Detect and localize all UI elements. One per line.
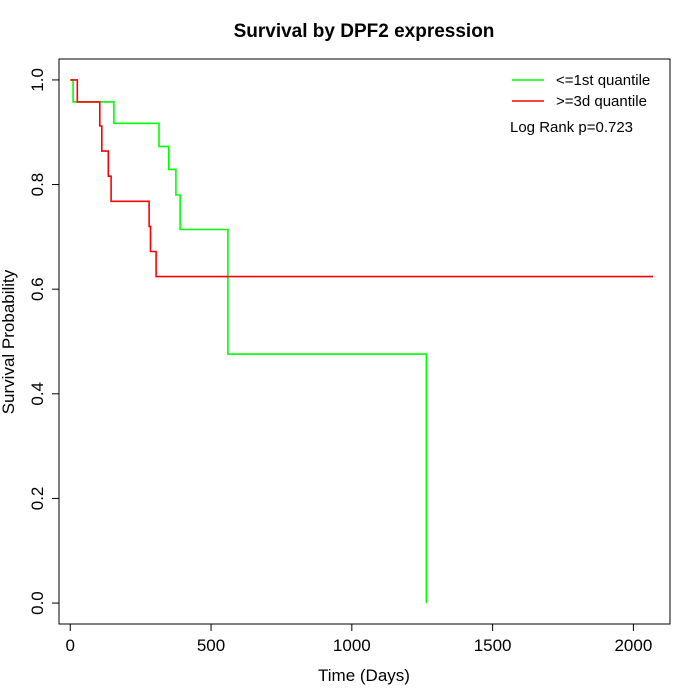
x-tick-label: 1500 — [474, 636, 512, 655]
legend-label: <=1st quantile — [556, 72, 650, 89]
y-tick-label: 0.8 — [28, 173, 47, 197]
y-tick-label: 0.4 — [28, 382, 47, 406]
log-rank-annotation: Log Rank p=0.723 — [510, 119, 633, 136]
chart-title: Survival by DPF2 expression — [234, 21, 495, 42]
y-axis-label: Survival Probability — [0, 269, 18, 414]
x-axis: 0 500 1000 1500 2000 — [66, 623, 652, 655]
legend-label: >=3d quantile — [556, 93, 647, 110]
survival-curve-1 — [70, 79, 428, 604]
y-tick-label: 1.0 — [28, 68, 47, 92]
x-tick-label: 0 — [66, 636, 75, 655]
plot-frame — [58, 58, 671, 625]
x-tick-label: 1000 — [333, 636, 371, 655]
x-tick-label: 500 — [197, 636, 225, 655]
y-axis: 0.0 0.2 0.4 0.6 0.8 1.0 — [28, 68, 60, 615]
series-layer — [70, 79, 654, 604]
survival-curve-2 — [70, 79, 654, 278]
y-tick-label: 0.2 — [28, 487, 47, 511]
x-axis-label: Time (Days) — [318, 666, 410, 685]
y-tick-label: 0.0 — [28, 591, 47, 615]
x-tick-label: 2000 — [614, 636, 652, 655]
y-tick-label: 0.6 — [28, 277, 47, 301]
legend: <=1st quantile >=3d quantile — [512, 72, 650, 110]
